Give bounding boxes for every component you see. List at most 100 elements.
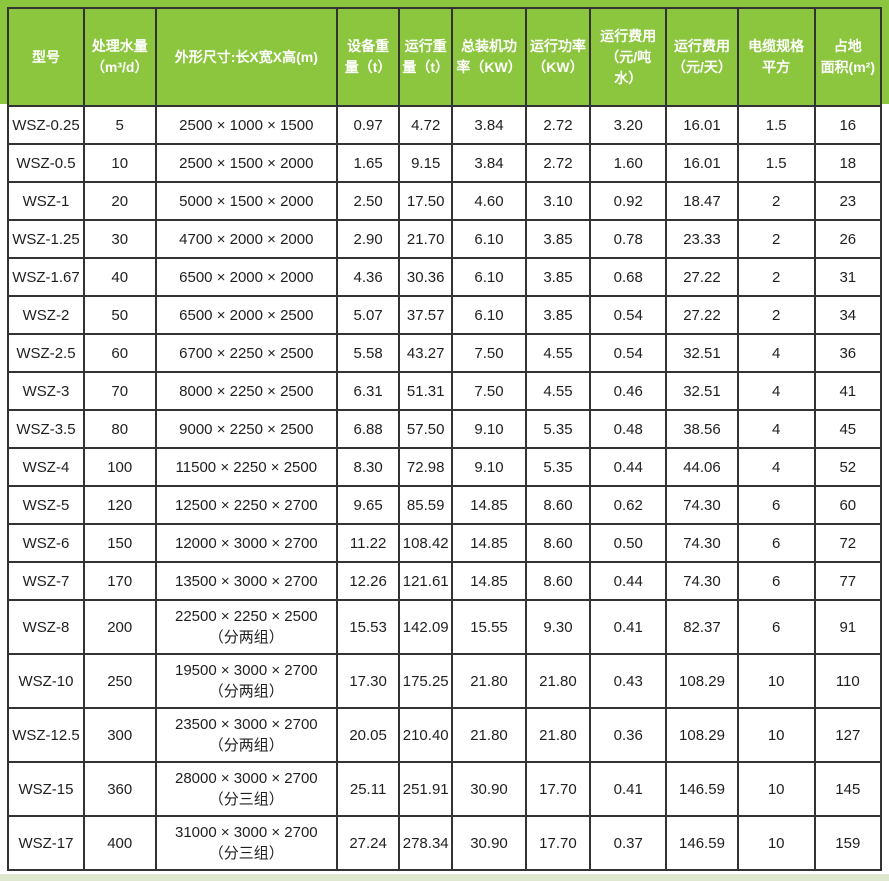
cell-operating-power: 8.60 bbox=[524, 561, 592, 601]
cell-equipment-weight: 25.11 bbox=[336, 761, 401, 817]
cell-dimensions: 13500 × 3000 × 2700 bbox=[154, 561, 339, 601]
cell-installed-power: 6.10 bbox=[451, 219, 527, 259]
header-row: 型号 处理水量 （m³/d） 外形尺寸:长X宽X高(m) 设备重 量（t） 运行重 量（… bbox=[7, 7, 883, 107]
cell-cable-spec: 10 bbox=[736, 653, 816, 709]
cell-model: WSZ-4 bbox=[7, 447, 85, 487]
cell-model: WSZ-2 bbox=[7, 295, 85, 335]
cell-area: 36 bbox=[813, 333, 883, 373]
cell-installed-power: 30.90 bbox=[451, 815, 527, 871]
cell-area: 34 bbox=[813, 295, 883, 335]
cell-cable-spec: 4 bbox=[736, 409, 816, 449]
cell-cost-per-day: 146.59 bbox=[665, 815, 739, 871]
cell-installed-power: 21.80 bbox=[451, 653, 527, 709]
cell-area: 110 bbox=[813, 653, 883, 709]
cell-capacity: 200 bbox=[82, 599, 157, 655]
table-row: WSZ-3.5 80 9000 × 2250 × 2500 6.88 57.50 9.10… bbox=[7, 409, 883, 449]
cell-cost-per-day: 82.37 bbox=[665, 599, 739, 655]
cell-cost-per-day: 16.01 bbox=[665, 105, 739, 145]
column-header-capacity: 处理水量 （m³/d） bbox=[82, 7, 157, 107]
cell-model: WSZ-8 bbox=[7, 599, 85, 655]
cell-model: WSZ-3 bbox=[7, 371, 85, 411]
cell-model: WSZ-0.25 bbox=[7, 105, 85, 145]
cell-cost-per-ton: 0.36 bbox=[589, 707, 668, 763]
table-row: WSZ-1.25 30 4700 × 2000 × 2000 2.90 21.70 6.1… bbox=[7, 219, 883, 259]
cell-cost-per-ton: 0.54 bbox=[589, 333, 668, 373]
cell-equipment-weight: 6.88 bbox=[336, 409, 401, 449]
cell-dimensions: 12500 × 2250 × 2700 bbox=[154, 485, 339, 525]
cell-operating-weight: 9.15 bbox=[398, 143, 454, 183]
cell-equipment-weight: 5.07 bbox=[336, 295, 401, 335]
cell-cost-per-day: 74.30 bbox=[665, 485, 739, 525]
cell-installed-power: 4.60 bbox=[451, 181, 527, 221]
cell-cable-spec: 2 bbox=[736, 295, 816, 335]
cell-cost-per-day: 32.51 bbox=[665, 333, 739, 373]
cell-area: 159 bbox=[813, 815, 883, 871]
cell-operating-weight: 37.57 bbox=[398, 295, 454, 335]
cell-operating-weight: 4.72 bbox=[398, 105, 454, 145]
cell-area: 77 bbox=[813, 561, 883, 601]
cell-cable-spec: 6 bbox=[736, 599, 816, 655]
cell-model: WSZ-1.25 bbox=[7, 219, 85, 259]
column-header-equipment-weight: 设备重 量（t） bbox=[336, 7, 401, 107]
spec-table-header: 型号 处理水量 （m³/d） 外形尺寸:长X宽X高(m) 设备重 量（t） 运行重 量（… bbox=[7, 7, 883, 107]
cell-capacity: 360 bbox=[82, 761, 157, 817]
cell-cost-per-ton: 0.44 bbox=[589, 447, 668, 487]
cell-equipment-weight: 8.30 bbox=[336, 447, 401, 487]
cell-model: WSZ-5 bbox=[7, 485, 85, 525]
cell-operating-power: 17.70 bbox=[524, 815, 592, 871]
cell-cost-per-day: 16.01 bbox=[665, 143, 739, 183]
cell-cost-per-ton: 0.48 bbox=[589, 409, 668, 449]
cell-area: 60 bbox=[813, 485, 883, 525]
cell-operating-weight: 142.09 bbox=[398, 599, 454, 655]
cell-cable-spec: 6 bbox=[736, 523, 816, 563]
spec-table-body: WSZ-0.25 5 2500 × 1000 × 1500 0.97 4.72 3.84 2… bbox=[7, 105, 883, 871]
cell-model: WSZ-17 bbox=[7, 815, 85, 871]
cell-capacity: 10 bbox=[82, 143, 157, 183]
cell-cost-per-ton: 0.41 bbox=[589, 761, 668, 817]
column-header-area: 占地 面积(m²) bbox=[813, 7, 883, 107]
cell-equipment-weight: 0.97 bbox=[336, 105, 401, 145]
cell-cost-per-ton: 3.20 bbox=[589, 105, 668, 145]
cell-cost-per-day: 146.59 bbox=[665, 761, 739, 817]
cell-capacity: 60 bbox=[82, 333, 157, 373]
cell-area: 145 bbox=[813, 761, 883, 817]
cell-dimensions: 4700 × 2000 × 2000 bbox=[154, 219, 339, 259]
cell-operating-power: 21.80 bbox=[524, 707, 592, 763]
cell-capacity: 150 bbox=[82, 523, 157, 563]
table-row: WSZ-4 100 11500 × 2250 × 2500 8.30 72.98 9.10… bbox=[7, 447, 883, 487]
cell-equipment-weight: 4.36 bbox=[336, 257, 401, 297]
cell-area: 26 bbox=[813, 219, 883, 259]
cell-operating-weight: 278.34 bbox=[398, 815, 454, 871]
cell-dimensions: 11500 × 2250 × 2500 bbox=[154, 447, 339, 487]
cell-area: 127 bbox=[813, 707, 883, 763]
cell-installed-power: 14.85 bbox=[451, 485, 527, 525]
cell-capacity: 100 bbox=[82, 447, 157, 487]
table-row: WSZ-10 250 19500 × 3000 × 2700 （分两组） 17.30 1… bbox=[7, 653, 883, 709]
cell-model: WSZ-10 bbox=[7, 653, 85, 709]
cell-area: 31 bbox=[813, 257, 883, 297]
cell-operating-power: 3.85 bbox=[524, 219, 592, 259]
cell-equipment-weight: 27.24 bbox=[336, 815, 401, 871]
cell-capacity: 250 bbox=[82, 653, 157, 709]
cell-operating-power: 3.85 bbox=[524, 257, 592, 297]
cell-model: WSZ-2.5 bbox=[7, 333, 85, 373]
cell-equipment-weight: 5.58 bbox=[336, 333, 401, 373]
cell-operating-weight: 17.50 bbox=[398, 181, 454, 221]
table-row: WSZ-2.5 60 6700 × 2250 × 2500 5.58 43.27 7.50… bbox=[7, 333, 883, 373]
cell-operating-power: 5.35 bbox=[524, 409, 592, 449]
cell-cable-spec: 4 bbox=[736, 333, 816, 373]
cell-installed-power: 3.84 bbox=[451, 105, 527, 145]
cell-operating-weight: 57.50 bbox=[398, 409, 454, 449]
cell-operating-weight: 121.61 bbox=[398, 561, 454, 601]
cell-cable-spec: 4 bbox=[736, 447, 816, 487]
cell-model: WSZ-7 bbox=[7, 561, 85, 601]
cell-cost-per-day: 27.22 bbox=[665, 257, 739, 297]
cell-cost-per-day: 108.29 bbox=[665, 653, 739, 709]
cell-dimensions: 19500 × 3000 × 2700 （分两组） bbox=[154, 653, 339, 709]
cell-capacity: 30 bbox=[82, 219, 157, 259]
cell-operating-power: 8.60 bbox=[524, 485, 592, 525]
cell-capacity: 300 bbox=[82, 707, 157, 763]
cell-operating-power: 8.60 bbox=[524, 523, 592, 563]
cell-installed-power: 3.84 bbox=[451, 143, 527, 183]
cell-installed-power: 30.90 bbox=[451, 761, 527, 817]
